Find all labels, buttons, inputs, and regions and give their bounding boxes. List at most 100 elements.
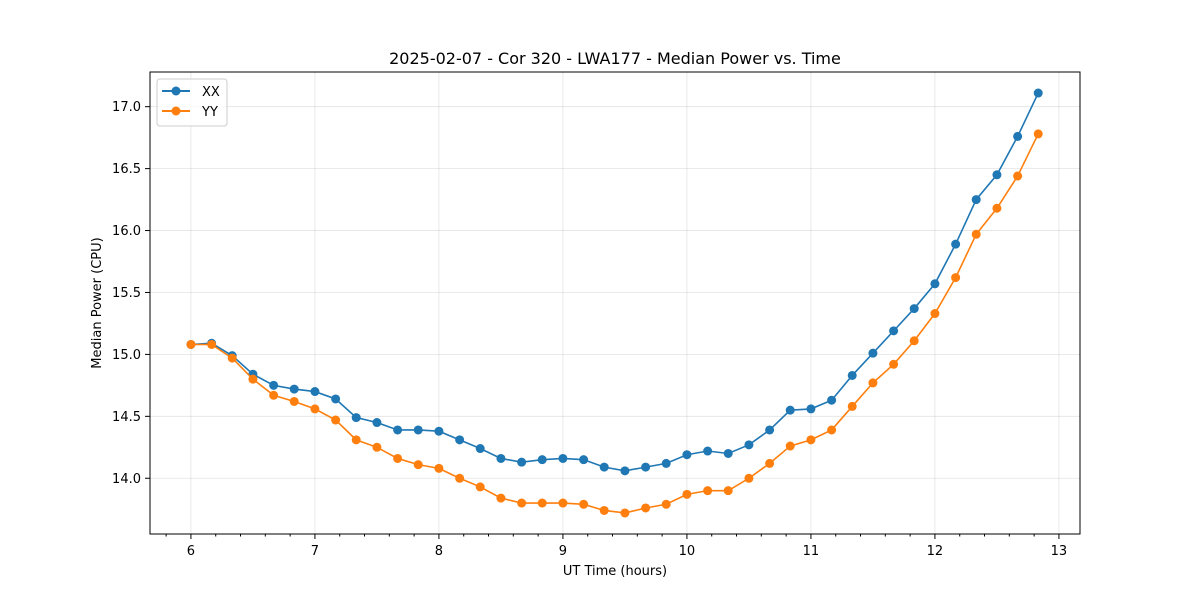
data-point-xx bbox=[269, 380, 279, 390]
data-point-xx bbox=[537, 455, 547, 465]
data-point-yy bbox=[579, 499, 589, 509]
data-point-yy bbox=[930, 309, 940, 319]
data-point-xx bbox=[517, 457, 527, 467]
x-tick-label: 13 bbox=[1051, 544, 1068, 559]
data-point-yy bbox=[517, 498, 527, 508]
data-point-yy bbox=[1033, 129, 1043, 139]
y-tick-label: 17.0 bbox=[112, 100, 141, 115]
data-point-xx bbox=[599, 462, 609, 472]
data-point-xx bbox=[1033, 88, 1043, 98]
data-point-xx bbox=[310, 387, 320, 397]
data-point-yy bbox=[806, 435, 816, 445]
data-point-yy bbox=[558, 498, 568, 508]
data-point-yy bbox=[599, 505, 609, 515]
data-point-yy bbox=[1013, 171, 1023, 181]
data-point-yy bbox=[186, 339, 196, 349]
legend-label-xx: XX bbox=[202, 85, 220, 100]
x-tick-label: 6 bbox=[187, 544, 195, 559]
x-tick-label: 9 bbox=[559, 544, 567, 559]
data-point-yy bbox=[889, 359, 899, 369]
data-point-yy bbox=[248, 374, 258, 384]
data-point-xx bbox=[806, 404, 816, 414]
data-point-xx bbox=[827, 395, 837, 405]
x-tick-label: 12 bbox=[927, 544, 944, 559]
data-point-xx bbox=[661, 458, 671, 468]
y-tick-label: 15.5 bbox=[112, 286, 141, 301]
data-point-yy bbox=[434, 463, 444, 473]
y-tick-label: 14.0 bbox=[112, 472, 141, 487]
data-point-xx bbox=[455, 435, 465, 445]
data-point-yy bbox=[413, 460, 423, 470]
x-tick-label: 10 bbox=[679, 544, 696, 559]
data-point-xx bbox=[641, 462, 651, 472]
data-point-xx bbox=[992, 170, 1002, 180]
chart-title: 2025-02-07 - Cor 320 - LWA177 - Median P… bbox=[389, 49, 841, 68]
data-point-xx bbox=[703, 446, 713, 456]
data-point-yy bbox=[289, 396, 299, 406]
data-point-yy bbox=[661, 499, 671, 509]
data-point-yy bbox=[455, 473, 465, 483]
legend-marker-yy bbox=[171, 106, 181, 116]
data-point-yy bbox=[785, 441, 795, 451]
data-point-xx bbox=[413, 425, 423, 435]
data-point-yy bbox=[227, 353, 237, 363]
data-point-xx bbox=[889, 326, 899, 336]
data-point-xx bbox=[785, 405, 795, 415]
series-yy bbox=[186, 129, 1043, 518]
ticks: 6 7 8 9 10 11 12 13 14.0 14.5 15.0 15.5 16.0 16.5 17.0 bbox=[112, 100, 1067, 559]
data-point-yy bbox=[331, 415, 341, 425]
data-point-xx bbox=[909, 304, 919, 314]
data-point-xx bbox=[372, 418, 382, 428]
series-layer bbox=[186, 88, 1043, 518]
data-point-yy bbox=[827, 425, 837, 435]
y-tick-label: 16.5 bbox=[112, 162, 141, 177]
data-point-xx bbox=[496, 453, 506, 463]
data-point-yy bbox=[723, 486, 733, 496]
data-point-xx bbox=[868, 348, 878, 358]
data-point-yy bbox=[393, 453, 403, 463]
y-tick-label: 15.0 bbox=[112, 348, 141, 363]
x-tick-label: 11 bbox=[803, 544, 820, 559]
data-point-yy bbox=[765, 458, 775, 468]
data-point-yy bbox=[682, 489, 692, 499]
data-point-xx bbox=[971, 195, 981, 205]
x-tick-label: 7 bbox=[311, 544, 319, 559]
data-point-xx bbox=[930, 279, 940, 289]
data-point-xx bbox=[682, 450, 692, 460]
data-point-xx bbox=[579, 455, 589, 465]
data-point-yy bbox=[992, 203, 1002, 213]
data-point-xx bbox=[475, 444, 485, 454]
data-point-yy bbox=[310, 404, 320, 414]
data-point-xx bbox=[558, 453, 568, 463]
data-point-xx bbox=[951, 239, 961, 249]
data-point-yy bbox=[475, 482, 485, 492]
data-point-xx bbox=[289, 384, 299, 394]
data-point-yy bbox=[951, 273, 961, 283]
data-point-yy bbox=[372, 442, 382, 452]
data-point-yy bbox=[269, 390, 279, 400]
data-point-yy bbox=[207, 339, 217, 349]
data-point-xx bbox=[1013, 131, 1023, 141]
legend: XX YY bbox=[156, 78, 228, 127]
data-point-xx bbox=[765, 425, 775, 435]
data-point-yy bbox=[641, 503, 651, 513]
legend-marker-xx bbox=[171, 86, 181, 96]
x-axis-label: UT Time (hours) bbox=[563, 564, 667, 579]
data-point-xx bbox=[847, 370, 857, 380]
data-point-yy bbox=[703, 486, 713, 496]
data-point-yy bbox=[620, 508, 630, 518]
y-tick-label: 16.0 bbox=[112, 224, 141, 239]
y-axis-label: Median Power (CPU) bbox=[90, 237, 105, 368]
grid bbox=[150, 72, 1080, 534]
data-point-yy bbox=[847, 401, 857, 411]
data-point-xx bbox=[393, 425, 403, 435]
data-point-xx bbox=[351, 413, 361, 423]
data-point-yy bbox=[868, 378, 878, 388]
data-point-xx bbox=[723, 448, 733, 458]
data-point-yy bbox=[971, 229, 981, 239]
plot-frame bbox=[149, 71, 1081, 535]
data-point-yy bbox=[351, 435, 361, 445]
data-point-xx bbox=[744, 440, 754, 450]
legend-label-yy: YY bbox=[201, 105, 218, 120]
